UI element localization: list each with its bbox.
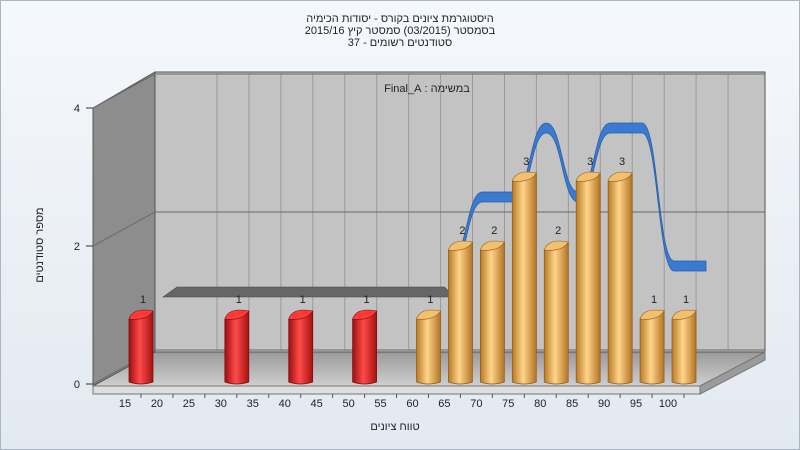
chart-floor-edge: [92, 385, 701, 395]
x-tick-label: 40: [279, 398, 291, 410]
y-tick-label: 2: [74, 241, 80, 253]
bar-cap: [448, 240, 473, 251]
bar-cap: [639, 309, 665, 320]
grid-line-horizontal: [92, 211, 765, 247]
chart-title-line-1: היסטוגרמת ציונים בקורס - יסודות הכימיה: [306, 13, 494, 25]
bar-60: [416, 309, 441, 385]
x-tick-label: 80: [534, 398, 546, 410]
bar-cap: [288, 309, 314, 320]
bar-value-label: 1: [140, 294, 146, 306]
x-tick-label: 35: [247, 398, 259, 410]
bar-95: [639, 309, 665, 385]
bar-40: [288, 309, 314, 385]
bar-value-label: 1: [651, 294, 657, 306]
bar-cap: [671, 309, 697, 320]
bar-body: [128, 310, 154, 385]
bar-body: [288, 310, 314, 385]
bar-body: [224, 310, 250, 385]
x-tick-label: 45: [311, 398, 323, 410]
x-tick-label: 55: [374, 398, 386, 410]
bar-value-label: 2: [555, 225, 561, 237]
ribbon-fail-series: [162, 286, 456, 298]
bar-cap: [128, 309, 154, 320]
x-tick-label: 15: [119, 398, 131, 410]
bar-cap: [224, 309, 250, 320]
x-tick-label: 60: [406, 398, 418, 410]
x-tick-label: 20: [151, 398, 163, 410]
bar-value-label: 2: [459, 225, 465, 237]
bar-cap: [352, 309, 378, 320]
bar-80: [543, 240, 569, 385]
grid-line-horizontal: [92, 73, 765, 109]
x-tick-label: 90: [598, 398, 610, 410]
bar-cap: [511, 171, 537, 182]
bar-100: [671, 309, 697, 385]
bar-cap: [479, 240, 505, 251]
bars: [128, 171, 697, 385]
bar-cap: [543, 240, 569, 251]
bar-value-label: 1: [364, 294, 370, 306]
bar-body: [671, 310, 697, 385]
x-tick-label: 95: [630, 398, 642, 410]
x-tick-label: 50: [342, 398, 354, 410]
bar-body: [607, 172, 633, 385]
y-axis-label: מספר סטודנטים: [34, 207, 46, 282]
bar-body: [352, 310, 377, 385]
y-tick-label: 0: [74, 379, 80, 391]
bar-75: [511, 171, 537, 385]
x-tick-label: 65: [438, 398, 450, 410]
bar-value-label: 1: [300, 294, 306, 306]
bar-value-label: 3: [619, 156, 625, 168]
bar-65: [448, 240, 473, 385]
bar-body: [416, 310, 441, 385]
bar-value-label: 3: [523, 156, 529, 168]
bar-body: [448, 241, 473, 385]
bar-cap: [607, 171, 633, 182]
axes: 0 2 4 15 20 25 30 35 40 45 50 55 60 65 70 75 80 85 90 95 100: [74, 103, 685, 410]
data-labels: 1 1 1 1 1 2 2 3 2 3 3 1 1: [140, 156, 689, 306]
bar-value-label: 1: [427, 294, 433, 306]
x-tick-label: 85: [566, 398, 578, 410]
x-tick-label: 70: [470, 398, 482, 410]
x-tick-label: 100: [659, 398, 677, 410]
chart-title-line-2: בסמסטר (03/2015) סמסטר קיץ 2015/16: [304, 25, 496, 37]
bar-value-label: 1: [236, 294, 242, 306]
bar-body: [480, 241, 505, 385]
x-tick-label: 30: [215, 398, 227, 410]
bar-30: [224, 309, 250, 385]
task-annotation: במשימה : Final_A: [384, 83, 470, 95]
bar-value-label: 2: [491, 225, 497, 237]
bar-70: [479, 240, 505, 385]
bar-85: [575, 171, 601, 385]
bar-50: [352, 309, 378, 385]
bar-body: [575, 172, 601, 385]
bar-body: [511, 172, 537, 385]
x-tick-label: 75: [502, 398, 514, 410]
bar-body: [543, 241, 569, 385]
x-tick-label: 25: [183, 398, 195, 410]
bar-body: [639, 310, 665, 385]
bar-value-label: 1: [683, 294, 689, 306]
bar-90: [607, 171, 633, 385]
y-tick-label: 4: [74, 103, 80, 115]
bar-value-label: 3: [587, 156, 593, 168]
bar-15: [128, 309, 154, 385]
chart-right-edge: [699, 351, 766, 395]
bar-cap: [575, 171, 601, 182]
chart-title-line-3: סטודנטים רשומים - 37: [347, 37, 453, 49]
bar-cap: [416, 309, 441, 320]
x-axis-label: טווח ציונים: [370, 421, 419, 433]
